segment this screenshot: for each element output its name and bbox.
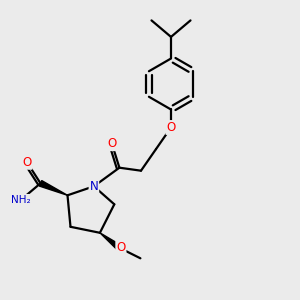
Text: O: O	[22, 156, 32, 169]
Text: O: O	[107, 137, 116, 150]
Text: O: O	[116, 241, 125, 254]
Text: O: O	[167, 121, 176, 134]
Polygon shape	[39, 181, 68, 195]
Text: NH₂: NH₂	[11, 195, 31, 205]
Polygon shape	[100, 233, 121, 250]
Text: N: N	[89, 180, 98, 193]
